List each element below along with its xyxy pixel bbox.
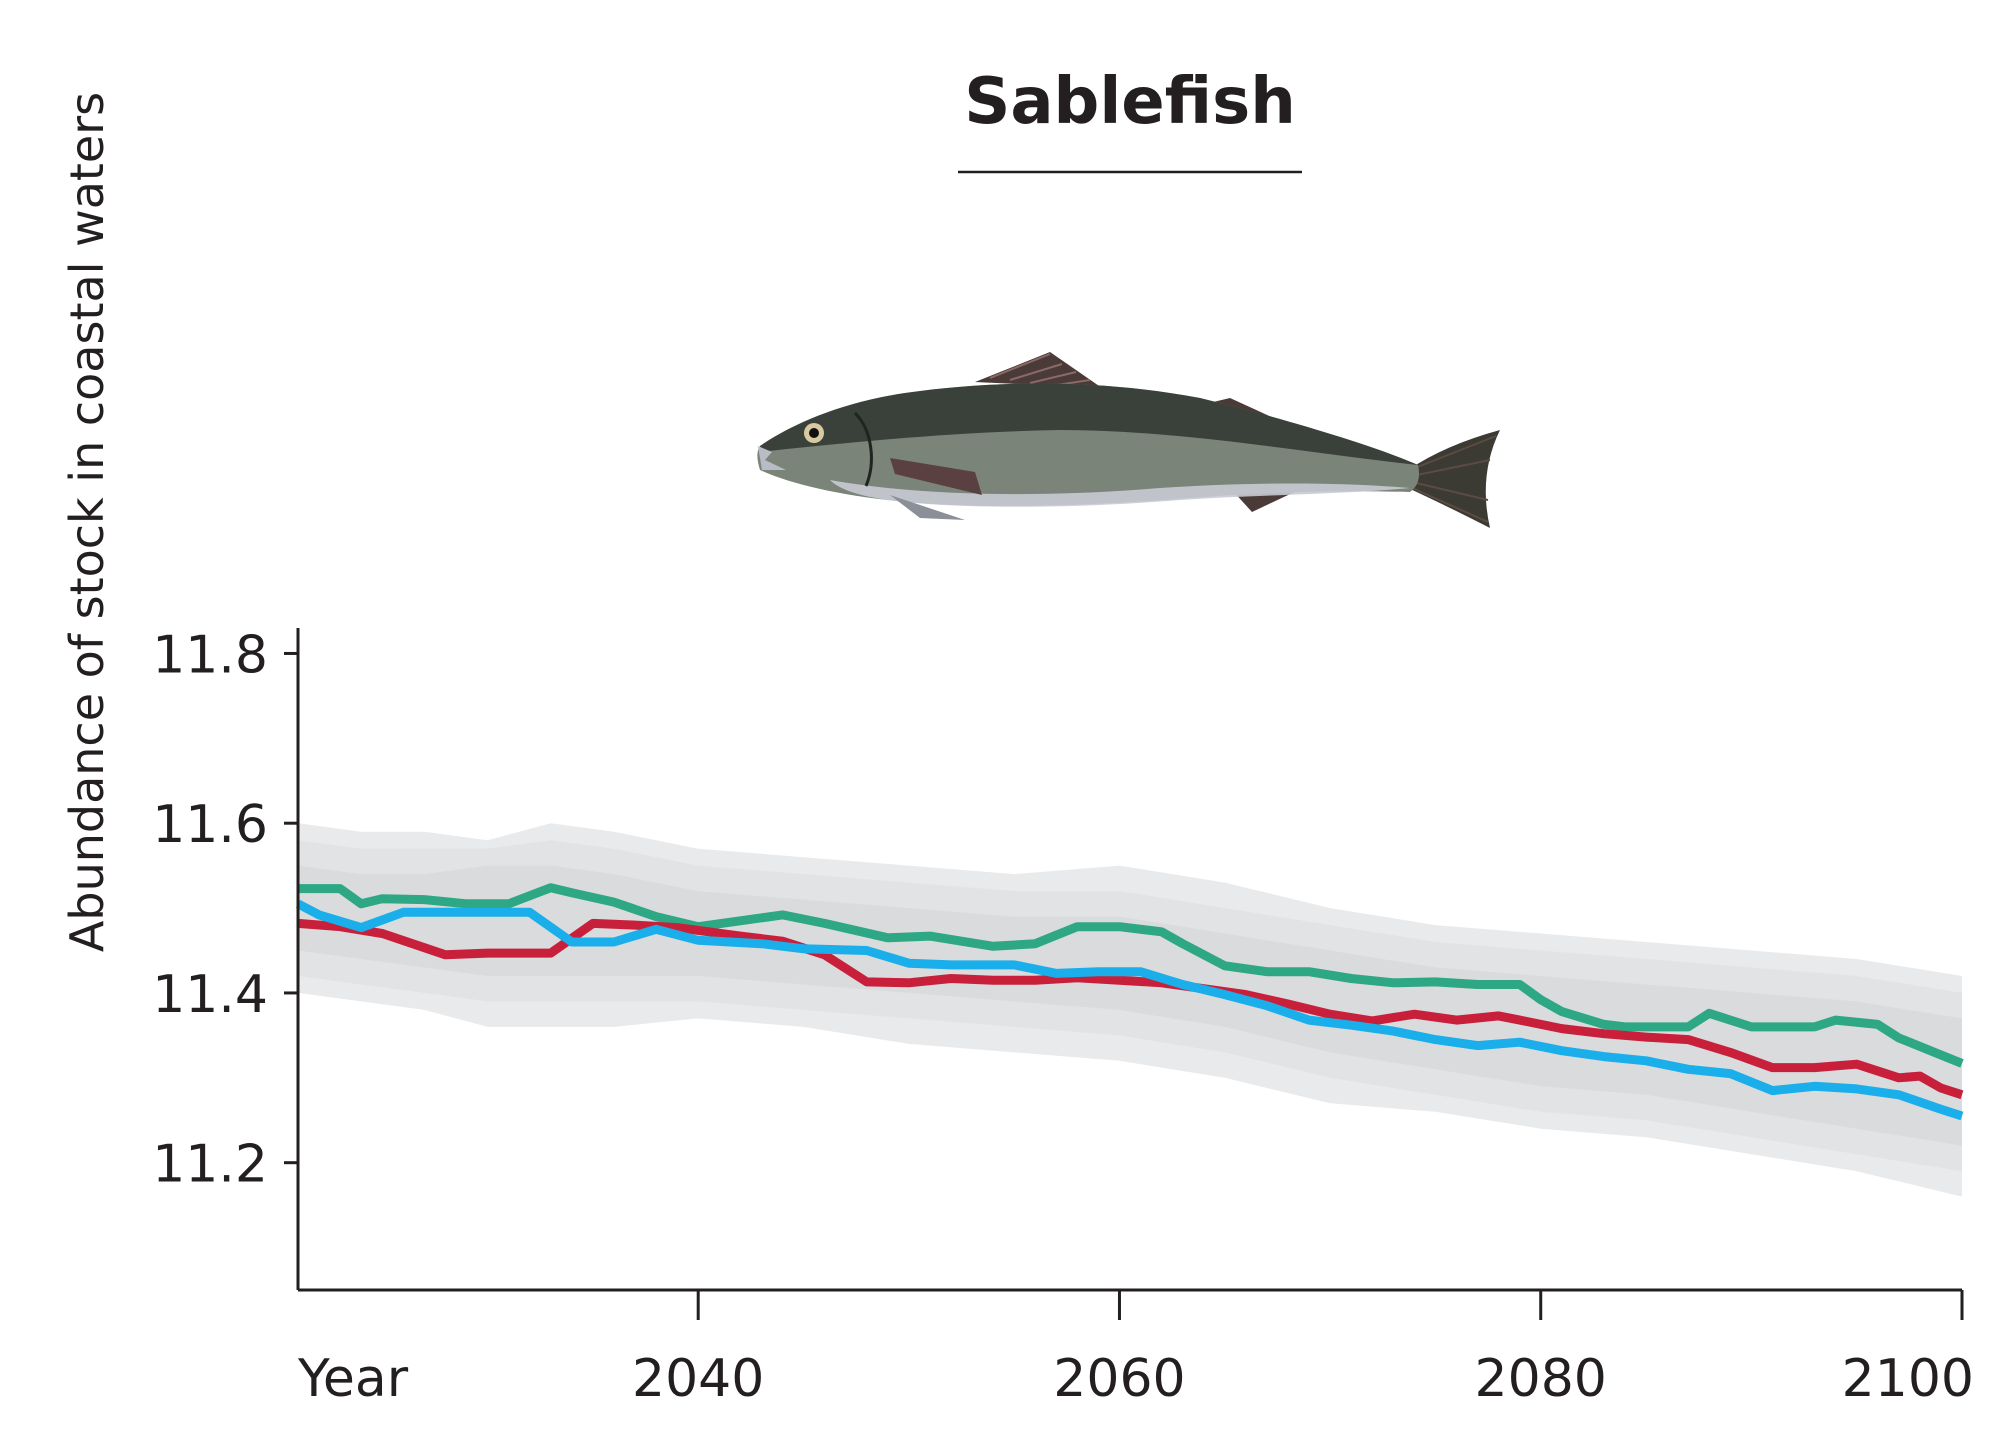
series-line-1 [298, 883, 1964, 1068]
y-axis-label: Abundance of stock in coastal waters [60, 92, 114, 952]
x-tick-label: 2100 [1842, 1349, 1974, 1409]
x-axis-label: Year [297, 1349, 409, 1409]
fish-jaw [758, 446, 786, 470]
x-tick-label: 2040 [632, 1349, 764, 1409]
y-tick-label: 11.6 [152, 795, 268, 855]
fish-pelvic-fin [890, 495, 965, 520]
fish-back-shading [760, 383, 1418, 465]
chart-title: Sablefish [964, 65, 1296, 139]
fish-caudal-fin [1408, 430, 1500, 528]
x-tick-label: 2080 [1475, 1349, 1607, 1409]
y-tick-label: 11.8 [152, 625, 268, 685]
sablefish-illustration [757, 352, 1500, 528]
x-tick-label: 2060 [1053, 1349, 1185, 1409]
y-tick-label: 11.2 [152, 1135, 268, 1195]
fish-belly [830, 480, 1410, 507]
series-lines [295, 883, 1964, 1121]
fish-gill-cover [853, 411, 873, 487]
axes: 11.2 11.4 11.6 11.8 2040 2060 2080 2100 [152, 625, 1974, 1409]
fish-pectoral-fin [890, 458, 982, 495]
y-tick-label: 11.4 [152, 965, 268, 1025]
fish-first-dorsal-fin [975, 352, 1102, 388]
series-line-3 [295, 899, 1964, 1121]
